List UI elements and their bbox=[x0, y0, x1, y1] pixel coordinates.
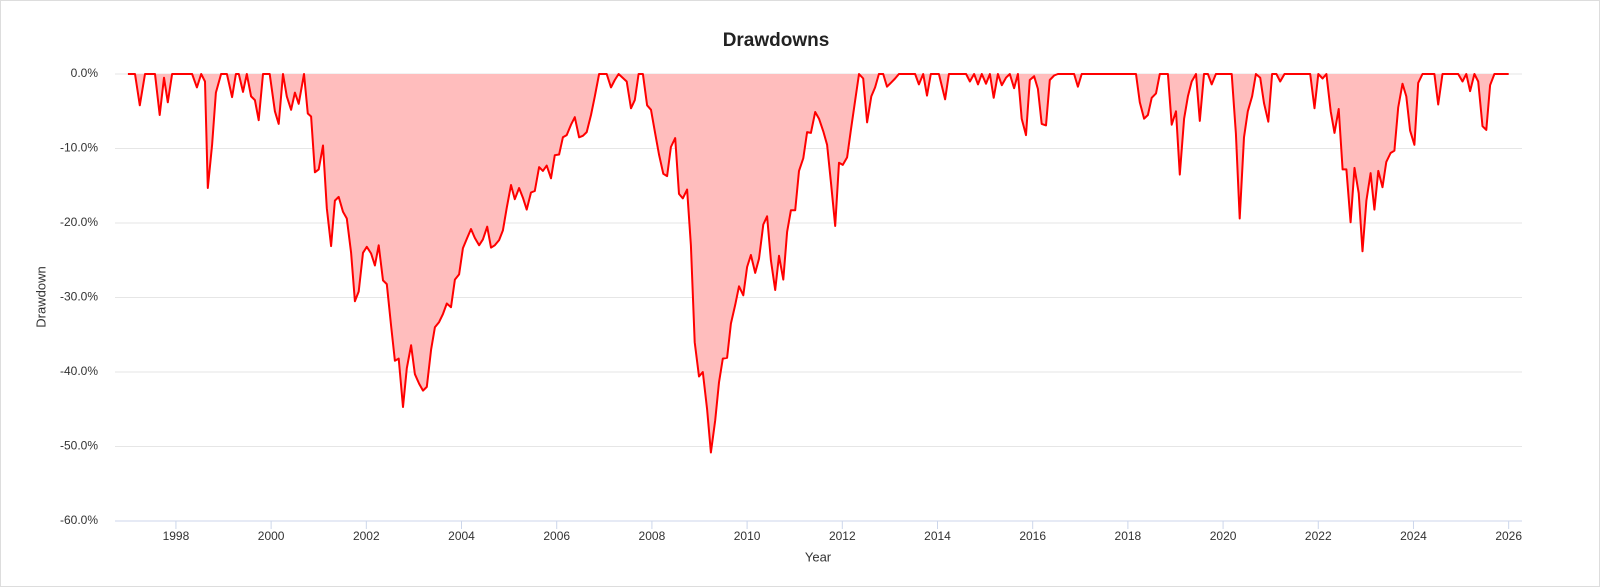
x-tick-label: 2000 bbox=[258, 529, 285, 543]
x-tick-label: 2002 bbox=[353, 529, 380, 543]
x-tick-label: 2006 bbox=[543, 529, 570, 543]
x-tick-label: 2014 bbox=[924, 529, 951, 543]
x-tick-label: 2016 bbox=[1019, 529, 1046, 543]
chart-title: Drawdowns bbox=[723, 30, 830, 51]
x-tick-label: 2018 bbox=[1115, 529, 1142, 543]
x-tick-label: 2010 bbox=[734, 529, 761, 543]
drawdown-line bbox=[127, 73, 1509, 454]
x-tick-label: 2008 bbox=[639, 529, 666, 543]
x-tick-label: 2020 bbox=[1210, 529, 1237, 543]
x-tick-label: 2026 bbox=[1495, 529, 1522, 543]
x-tick-label: 2012 bbox=[829, 529, 856, 543]
y-tick-label: -40.0% bbox=[60, 364, 98, 378]
y-tick-label: -10.0% bbox=[60, 141, 98, 155]
y-tick-label: -20.0% bbox=[60, 215, 98, 229]
x-tick-label: 2004 bbox=[448, 529, 475, 543]
y-tick-label: 0.0% bbox=[71, 66, 99, 80]
x-axis-label: Year bbox=[805, 549, 832, 564]
y-axis-label: Drawdown bbox=[33, 266, 48, 327]
area-fill bbox=[127, 74, 1509, 453]
x-tick-label: 2024 bbox=[1400, 529, 1427, 543]
y-tick-label: -50.0% bbox=[60, 439, 98, 453]
y-tick-label: -60.0% bbox=[60, 513, 98, 527]
y-tick-label: -30.0% bbox=[60, 290, 98, 304]
x-tick-label: 2022 bbox=[1305, 529, 1332, 543]
x-tick-label: 1998 bbox=[163, 529, 190, 543]
